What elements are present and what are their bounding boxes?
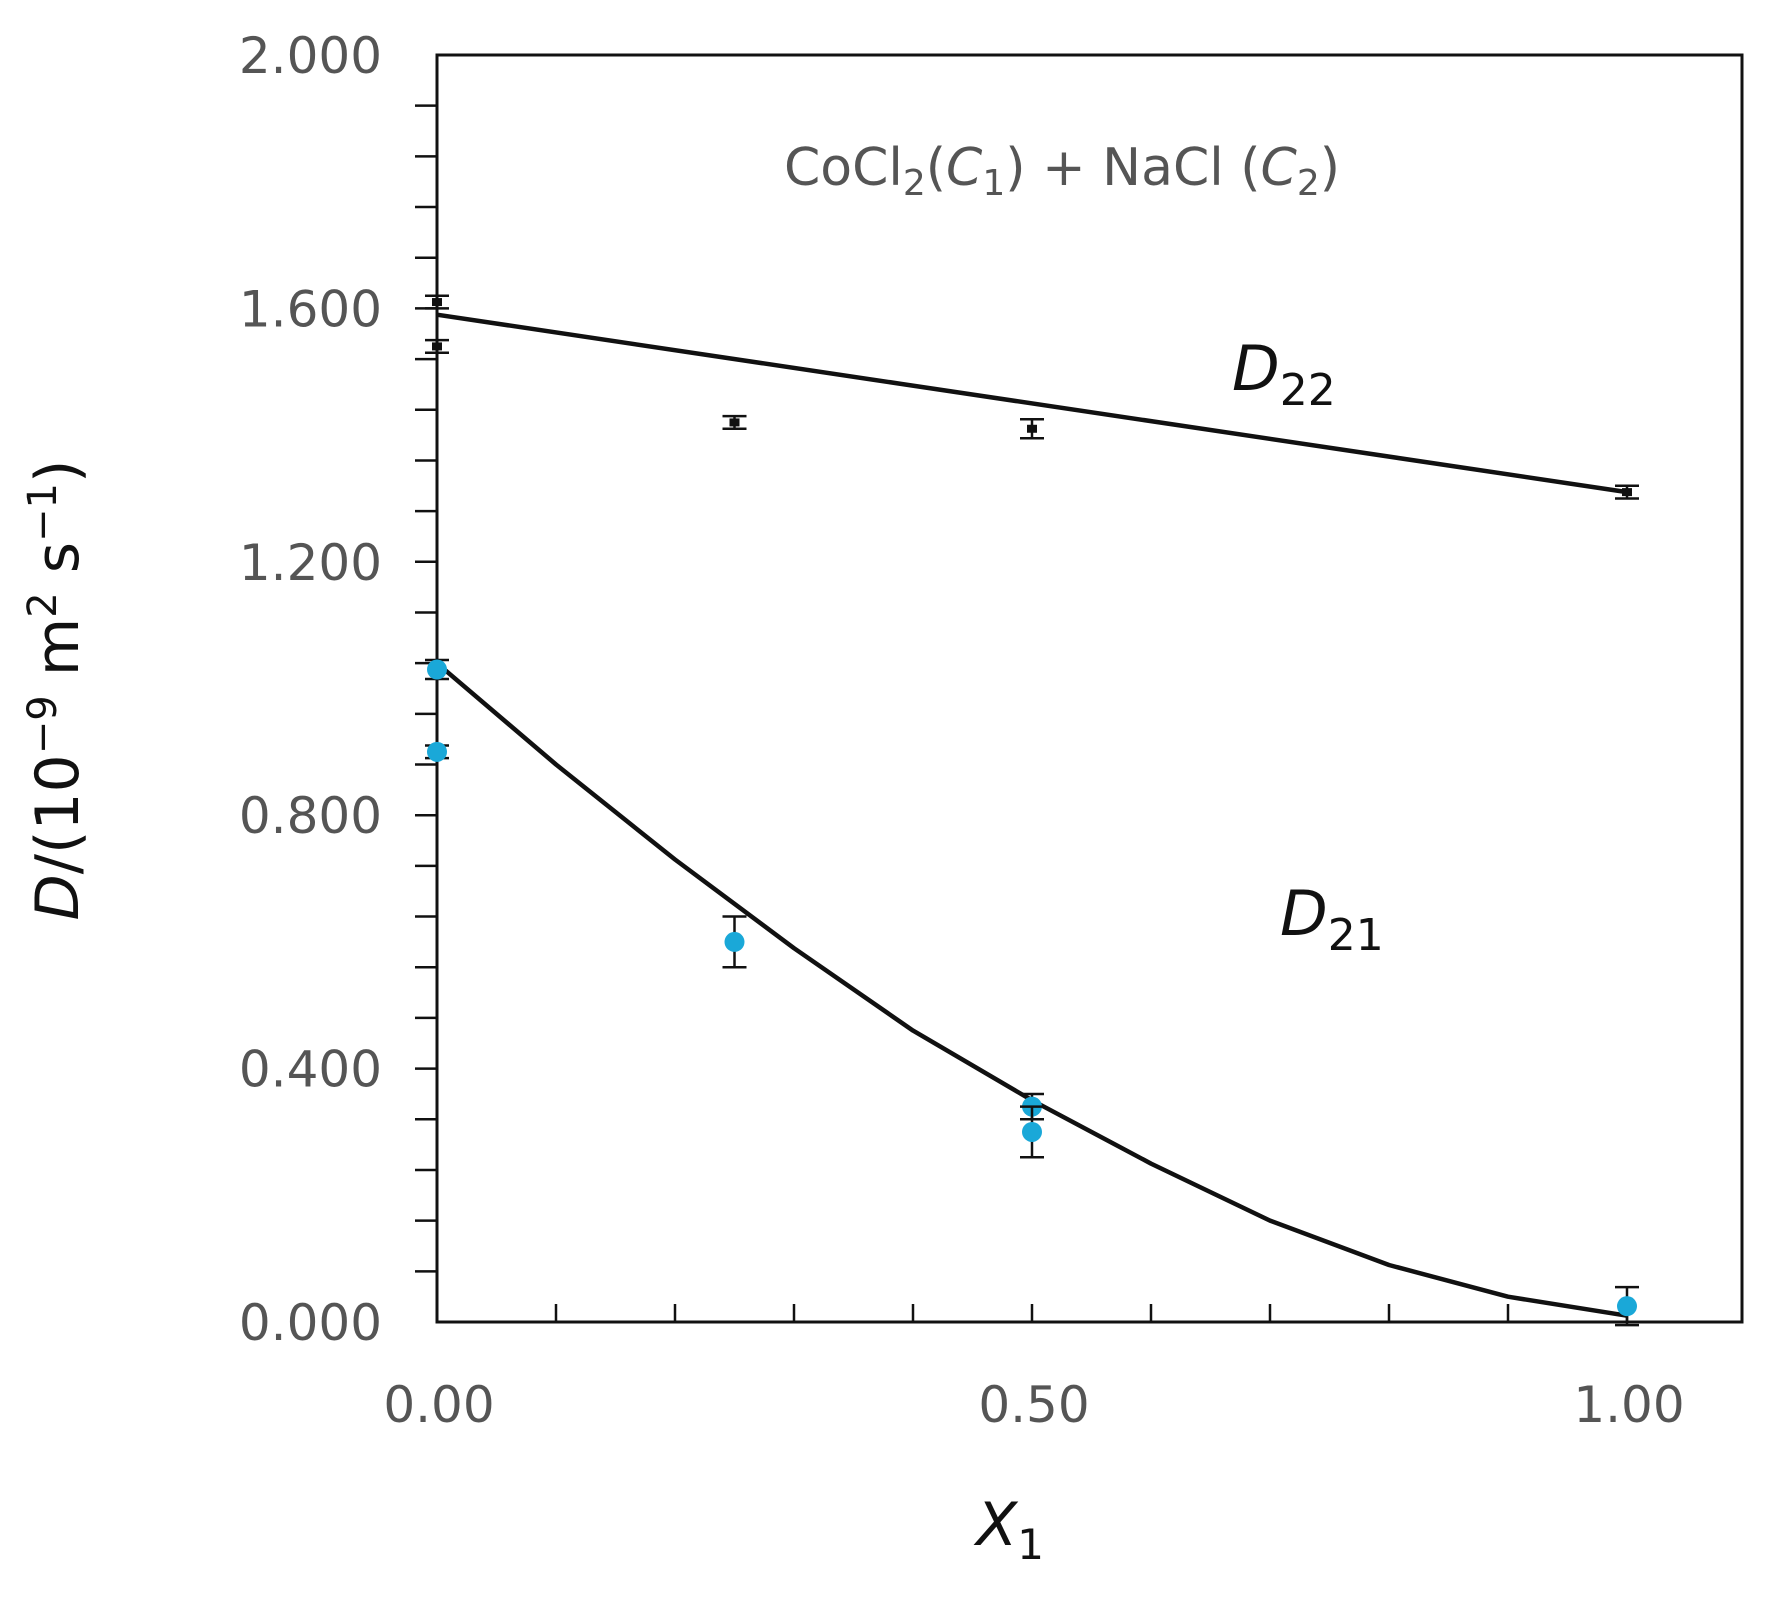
data-point-d22 — [1615, 484, 1639, 500]
y-tick-label: 0.000 — [239, 1294, 382, 1352]
marker — [1022, 1121, 1042, 1142]
data-point-d21 — [425, 741, 449, 762]
y-tick-label: 1.200 — [239, 534, 382, 592]
series-label-d22: D22 — [1232, 332, 1336, 416]
marker — [1027, 424, 1037, 433]
data-points — [425, 294, 1639, 1327]
x-tick-label: 0.50 — [978, 1376, 1089, 1434]
data-point-d21 — [425, 658, 449, 681]
fit-line-d21 — [435, 661, 1628, 1318]
tick-labels: 0.000 0.400 0.800 1.200 1.600 2.000 0.00 0.50 1.… — [239, 27, 1685, 1434]
data-point-d22 — [722, 414, 747, 431]
data-point-d22 — [1020, 418, 1044, 440]
marker — [432, 342, 442, 351]
y-axis-title: D/(10−9 m2 s−1) — [20, 460, 93, 921]
data-point-d21 — [1615, 1285, 1639, 1327]
marker — [432, 298, 442, 307]
series-label-d21: D21 — [1280, 877, 1384, 961]
y-tick-label: 1.600 — [239, 280, 382, 338]
data-point-d21 — [1020, 1105, 1044, 1159]
y-tick-label: 0.800 — [239, 787, 382, 845]
marker — [1617, 1296, 1637, 1317]
fit-curves — [435, 312, 1628, 1318]
x-tick-label: 1.00 — [1573, 1376, 1684, 1434]
marker — [427, 659, 447, 680]
x-axis-title: X1 — [973, 1490, 1044, 1569]
x-tick-label: 0.00 — [383, 1376, 494, 1434]
marker — [427, 741, 447, 762]
y-tick-label: 0.400 — [239, 1041, 382, 1099]
marker — [1622, 488, 1632, 497]
marker — [724, 931, 745, 952]
data-point-d22 — [425, 294, 449, 310]
minor-ticks — [415, 104, 1629, 1322]
fit-line-d22 — [436, 312, 1628, 495]
y-tick-label: 2.000 — [239, 27, 382, 85]
data-point-d21 — [722, 915, 747, 969]
chart-title: CoCl2(C1) + NaCl (C2) — [784, 138, 1340, 204]
marker — [729, 418, 740, 427]
plot-frame — [435, 53, 1744, 1324]
data-point-d22 — [425, 338, 449, 354]
